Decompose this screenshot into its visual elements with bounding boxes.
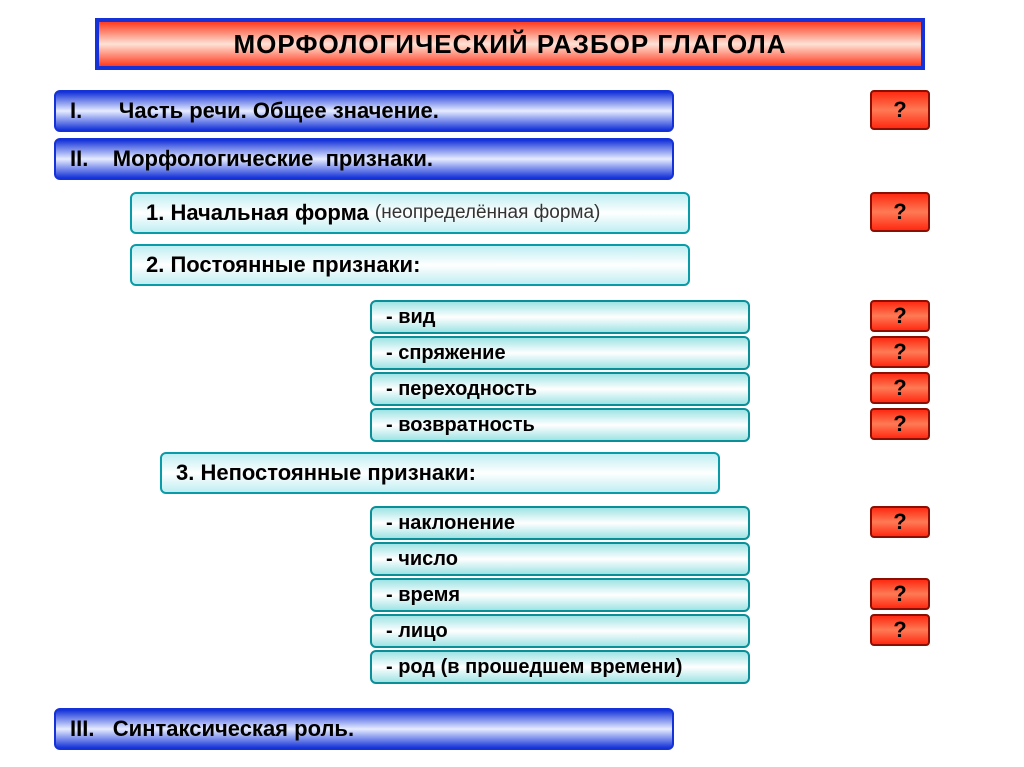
content-row: III. Синтаксическая роль.: [54, 708, 674, 750]
question-mark: ?: [893, 303, 906, 329]
row-text: - наклонение: [386, 512, 515, 535]
question-mark: ?: [893, 509, 906, 535]
question-button[interactable]: ?: [870, 408, 930, 440]
question-button[interactable]: ?: [870, 192, 930, 232]
question-mark: ?: [893, 617, 906, 643]
content-row: - род (в прошедшем времени): [370, 650, 750, 684]
content-row: - переходность: [370, 372, 750, 406]
question-mark: ?: [893, 411, 906, 437]
question-button[interactable]: ?: [870, 336, 930, 368]
content-row: - время: [370, 578, 750, 612]
row-text: - возвратность: [386, 414, 535, 437]
content-row: I. Часть речи. Общее значение.: [54, 90, 674, 132]
row-text: - вид: [386, 306, 436, 329]
content-row: - наклонение: [370, 506, 750, 540]
question-mark: ?: [893, 97, 906, 123]
content-row: 1. Начальная форма (неопределённая форма…: [130, 192, 690, 234]
content-row: 3. Непостоянные признаки:: [160, 452, 720, 494]
row-text: - лицо: [386, 620, 448, 643]
row-text: III. Синтаксическая роль.: [70, 716, 354, 742]
question-button[interactable]: ?: [870, 506, 930, 538]
row-text: - переходность: [386, 378, 537, 401]
content-row: 2. Постоянные признаки:: [130, 244, 690, 286]
row-text: - род (в прошедшем времени): [386, 656, 682, 679]
question-mark: ?: [893, 339, 906, 365]
row-text: II. Морфологические признаки.: [70, 146, 433, 172]
row-text: - время: [386, 584, 460, 607]
content-row: II. Морфологические признаки.: [54, 138, 674, 180]
title-bar: МОРФОЛОГИЧЕСКИЙ РАЗБОР ГЛАГОЛА: [95, 18, 925, 70]
question-button[interactable]: ?: [870, 300, 930, 332]
row-text: - спряжение: [386, 342, 506, 365]
row-text: 1. Начальная форма: [146, 200, 375, 226]
content-row: - лицо: [370, 614, 750, 648]
row-subtext: (неопределённая форма): [375, 202, 600, 224]
title-text: МОРФОЛОГИЧЕСКИЙ РАЗБОР ГЛАГОЛА: [233, 29, 786, 60]
question-mark: ?: [893, 581, 906, 607]
content-row: - число: [370, 542, 750, 576]
question-button[interactable]: ?: [870, 614, 930, 646]
content-row: - возвратность: [370, 408, 750, 442]
row-text: 2. Постоянные признаки:: [146, 252, 420, 278]
question-mark: ?: [893, 199, 906, 225]
row-text: - число: [386, 548, 458, 571]
content-row: - вид: [370, 300, 750, 334]
row-text: I. Часть речи. Общее значение.: [70, 98, 439, 124]
question-mark: ?: [893, 375, 906, 401]
content-row: - спряжение: [370, 336, 750, 370]
question-button[interactable]: ?: [870, 578, 930, 610]
row-text: 3. Непостоянные признаки:: [176, 460, 476, 486]
question-button[interactable]: ?: [870, 90, 930, 130]
question-button[interactable]: ?: [870, 372, 930, 404]
